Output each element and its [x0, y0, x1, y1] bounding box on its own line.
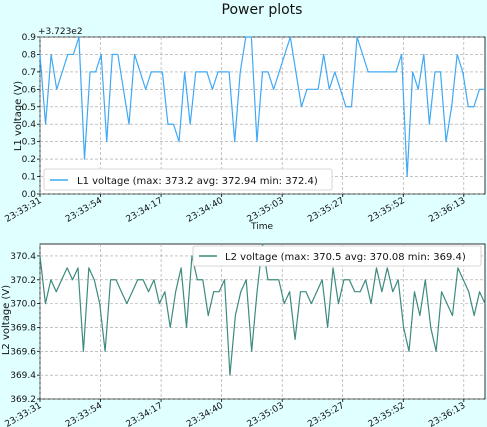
l2-y-tick-label: 370.2: [10, 276, 36, 286]
l1-legend-box: [43, 168, 333, 191]
l2-y-tick-label: 370.4: [10, 252, 36, 262]
l1-y-tick-label: 0.5: [22, 103, 36, 113]
l2-y-tick-label: 369.2: [10, 395, 36, 405]
l2-series-line: [39, 243, 486, 376]
l2-y-tick-label: 369.4: [10, 371, 36, 381]
l1-y-tick-label: 0.3: [22, 138, 36, 148]
l2-legend-label: L2 voltage (max: 370.5 avg: 370.08 min: …: [225, 252, 466, 263]
l2-y-axis-label: L2 voltage (V): [1, 285, 12, 355]
l1-y-tick-label: 0.4: [22, 120, 37, 130]
l1-y-tick-label: 0.7: [22, 68, 36, 78]
l1-y-tick-label: 0.6: [22, 85, 37, 95]
l1-y-axis-label: L1 voltage (V): [13, 81, 24, 151]
l1-marks: [39, 36, 485, 178]
l1-offset-text: +3.723e2: [38, 27, 83, 37]
l1-x-axis-label: Time: [250, 222, 273, 232]
l2-legend-box: [192, 245, 482, 267]
l2-marks: [39, 243, 486, 376]
l2-y-tick-label: 370.0: [10, 300, 36, 310]
l1-legend-label: L1 voltage (max: 373.2 avg: 372.94 min: …: [77, 176, 318, 187]
l2-y-tick-label: 369.8: [10, 323, 36, 333]
l1-series-line: [39, 36, 485, 178]
l2-y-tick-label: 369.6: [10, 347, 36, 357]
l1-y-tick-label: 0.2: [22, 155, 36, 165]
l1-y-tick-label: 0.1: [22, 173, 36, 183]
l1-y-tick-label: 0.8: [22, 50, 37, 60]
l1-legend: L1 voltage (max: 373.2 avg: 372.94 min: …: [43, 168, 333, 191]
l1-y-tick-label: 0.0: [22, 190, 37, 200]
l2-legend: L2 voltage (max: 370.5 avg: 370.08 min: …: [192, 245, 482, 267]
l2-plot-area: [39, 243, 486, 400]
figure-title: Power plots: [222, 2, 303, 18]
l1-y-tick-label: 0.9: [22, 33, 37, 43]
